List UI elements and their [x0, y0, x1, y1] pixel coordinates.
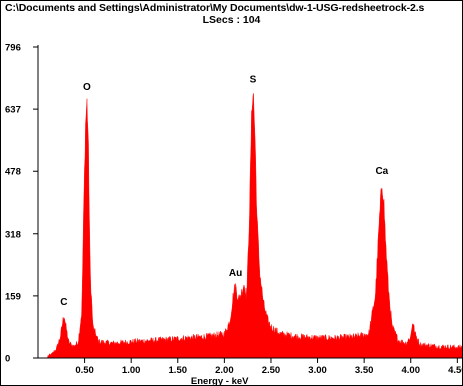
y-tick-label: 318 [5, 229, 21, 240]
spectrum-area [47, 93, 462, 359]
x-tick-label: 3.00 [308, 365, 327, 376]
x-tick-label: 1.50 [169, 365, 188, 376]
y-tick-label: 478 [5, 167, 21, 178]
x-tick-label: 2.50 [262, 365, 281, 376]
x-tick-label: 0.50 [75, 365, 94, 376]
x-tick-label: 4.50 [448, 365, 462, 376]
x-axis-label: Energy - keV [191, 376, 249, 385]
x-tick-label: 2.00 [215, 365, 234, 376]
x-tick-label: 4.00 [401, 365, 420, 376]
y-tick-label: 159 [5, 291, 21, 302]
axes: 0 159 318 478 637 796 0.50 1.00 1.50 2.00 2.50 3.00… [5, 43, 462, 385]
peak-label: C [60, 297, 67, 308]
y-tick-label: 796 [5, 43, 21, 54]
peak-label: O [83, 82, 91, 93]
y-tick-label: 0 [5, 354, 10, 365]
peak-labels: C O Au S Ca [60, 74, 388, 308]
peak-label: Ca [375, 166, 388, 177]
x-tick-label: 3.50 [355, 365, 374, 376]
plot-area [47, 93, 462, 359]
peak-label: S [250, 74, 257, 85]
x-tick-label: 1.00 [122, 365, 141, 376]
file-path-title: C:\Documents and Settings\Administrator\… [5, 2, 425, 14]
peak-label: Au [229, 268, 242, 279]
y-tick-label: 637 [5, 105, 21, 116]
live-seconds-label: LSecs : 104 [202, 14, 261, 26]
